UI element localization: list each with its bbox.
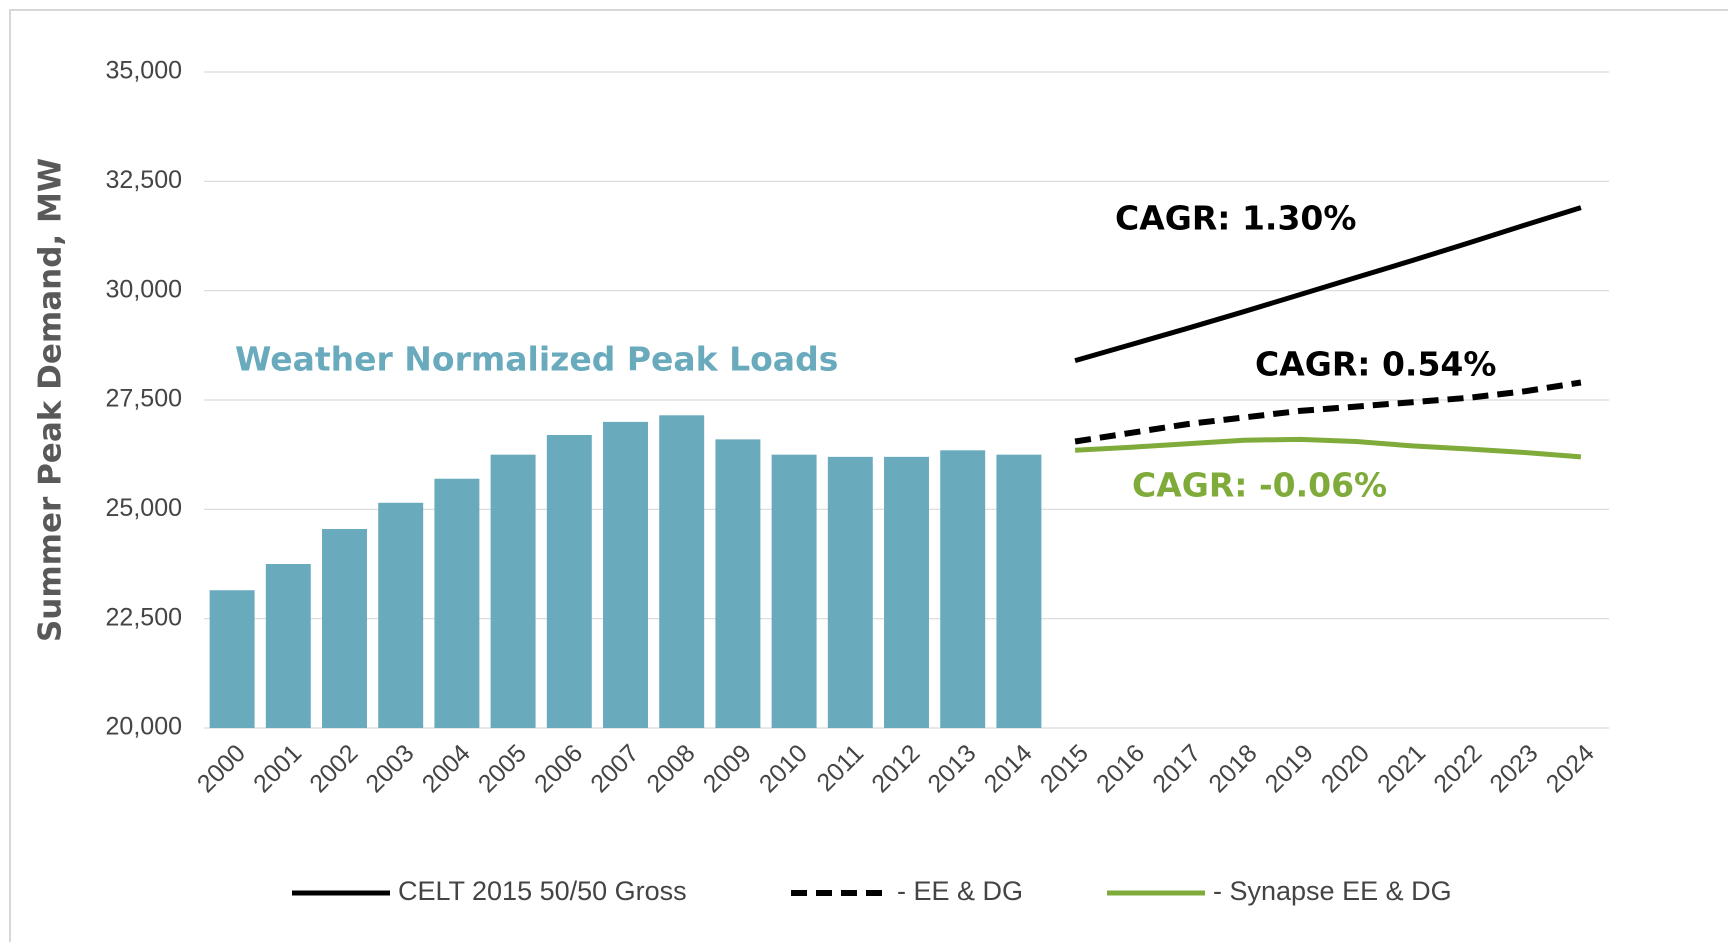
bar bbox=[884, 456, 929, 728]
line-series bbox=[1074, 205, 1582, 364]
x-tick-label: 2021 bbox=[1372, 739, 1431, 798]
line-series bbox=[1074, 379, 1582, 445]
x-tick-label: 2004 bbox=[417, 739, 476, 798]
x-tick-label: 2017 bbox=[1147, 739, 1206, 798]
bar bbox=[996, 454, 1042, 728]
annotation: CAGR: 1.30% bbox=[1115, 199, 1356, 238]
x-tick-label: 2006 bbox=[529, 739, 588, 798]
y-tick-label: 22,500 bbox=[106, 603, 182, 631]
y-tick-label: 35,000 bbox=[106, 57, 182, 85]
x-tick-label: 2016 bbox=[1091, 739, 1150, 798]
legend-label: CELT 2015 50/50 Gross bbox=[398, 876, 687, 906]
x-tick-label: 2022 bbox=[1428, 739, 1487, 798]
bar bbox=[378, 502, 424, 728]
x-tick-label: 2015 bbox=[1035, 739, 1094, 798]
bar bbox=[265, 564, 311, 728]
bar bbox=[771, 454, 817, 728]
bar bbox=[827, 456, 873, 728]
annotation: CAGR: -0.06% bbox=[1132, 466, 1387, 505]
x-tick-label: 2001 bbox=[248, 739, 307, 798]
line-series bbox=[1074, 436, 1582, 460]
bar bbox=[209, 590, 255, 728]
x-tick-label: 2024 bbox=[1541, 739, 1600, 798]
bar bbox=[322, 529, 367, 728]
x-tick-label: 2000 bbox=[192, 739, 251, 798]
annotation: CAGR: 0.54% bbox=[1255, 345, 1496, 384]
x-tick-label: 2019 bbox=[1260, 739, 1319, 798]
x-tick-label: 2013 bbox=[922, 739, 981, 798]
chart-frame bbox=[9, 9, 1728, 942]
x-tick-label: 2005 bbox=[473, 739, 532, 798]
x-tick-label: 2003 bbox=[360, 739, 419, 798]
y-tick-label: 30,000 bbox=[106, 275, 182, 303]
x-tick-label: 2014 bbox=[979, 739, 1038, 798]
bar bbox=[659, 415, 705, 728]
x-tick-label: 2018 bbox=[1203, 739, 1262, 798]
bar bbox=[940, 450, 986, 728]
bar bbox=[603, 421, 648, 728]
x-tick-label: 2008 bbox=[641, 739, 700, 798]
x-tick-label: 2020 bbox=[1316, 739, 1375, 798]
bar bbox=[546, 434, 592, 728]
y-tick-label: 25,000 bbox=[106, 494, 182, 522]
x-tick-label: 2002 bbox=[304, 739, 363, 798]
legend-label: - EE & DG bbox=[897, 876, 1023, 906]
legend-label: - Synapse EE & DG bbox=[1213, 876, 1452, 906]
y-tick-label: 20,000 bbox=[106, 713, 182, 741]
x-tick-label: 2007 bbox=[585, 739, 644, 798]
x-tick-label: 2011 bbox=[811, 739, 869, 797]
bar bbox=[434, 478, 480, 728]
x-tick-label: 2012 bbox=[866, 739, 925, 798]
bar bbox=[490, 454, 536, 728]
bar-series-label: Weather Normalized Peak Loads bbox=[235, 340, 838, 379]
y-axis-label: Summer Peak Demand, MW bbox=[33, 158, 69, 642]
y-tick-label: 32,500 bbox=[106, 166, 182, 194]
x-tick-label: 2023 bbox=[1484, 739, 1543, 798]
x-tick-label: 2010 bbox=[754, 739, 813, 798]
y-tick-label: 27,500 bbox=[106, 385, 182, 413]
x-tick-label: 2009 bbox=[698, 739, 757, 798]
bar bbox=[715, 439, 761, 728]
